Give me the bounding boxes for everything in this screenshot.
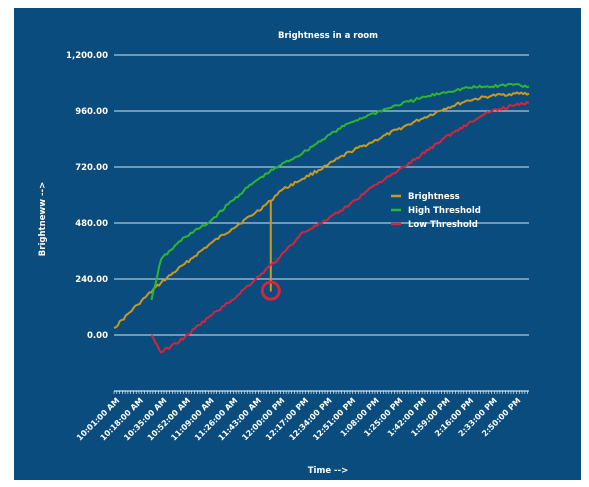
y-tick-label: 1,200.00 (66, 51, 108, 61)
series-line-brightness (113, 91, 530, 329)
series-lines (113, 83, 530, 354)
legend-label: Low Threshold (408, 220, 478, 230)
series-line-high-threshold (150, 83, 530, 301)
annotation-circle (260, 280, 281, 301)
y-tick-label: 480.00 (75, 219, 108, 229)
x-axis-label: Time --> (308, 466, 348, 476)
series-line-low-threshold (150, 101, 530, 354)
chart-panel: Brightness in a room Brightneww --> Time… (14, 8, 581, 480)
y-tick-label: 240.00 (75, 275, 108, 285)
legend: Brightness High Threshold Low Threshold (391, 192, 481, 230)
legend-label: High Threshold (408, 206, 481, 216)
y-tick-label: 960.00 (75, 107, 108, 117)
chart-title: Brightness in a room (278, 31, 378, 41)
annotations (260, 280, 281, 301)
y-axis-label: Brightneww --> (38, 182, 48, 256)
brightness-line-chart: Brightness in a room Brightneww --> Time… (38, 31, 530, 476)
y-tick-labels: 0.00 240.00 480.00 720.00 960.00 1,200.00 (66, 51, 108, 341)
y-gridlines (114, 54, 529, 336)
legend-label: Brightness (408, 192, 460, 202)
y-tick-label: 720.00 (75, 163, 108, 173)
y-tick-label: 0.00 (87, 331, 108, 341)
